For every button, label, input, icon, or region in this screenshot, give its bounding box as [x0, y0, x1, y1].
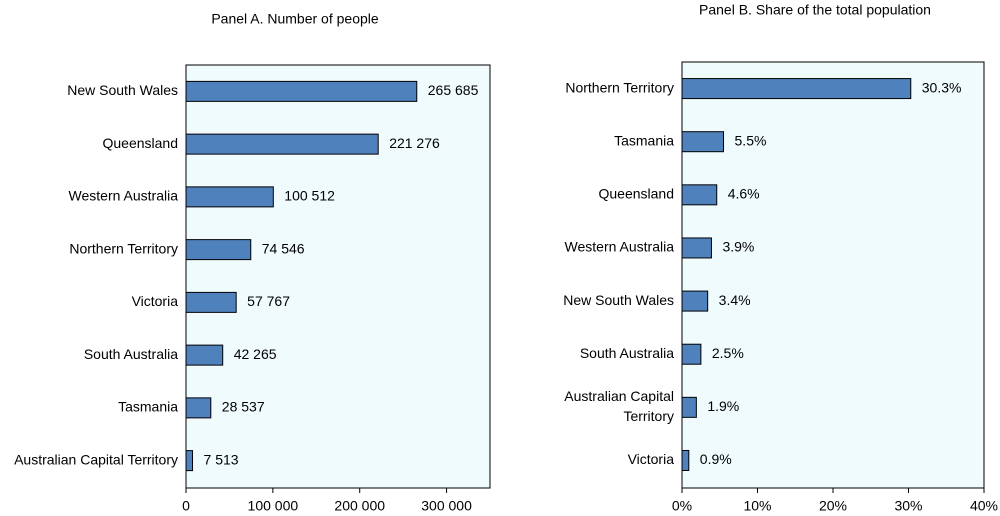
panel-b-bar — [681, 78, 912, 100]
panel-b-value-label: 3.9% — [722, 239, 754, 255]
panel-a-bar — [185, 239, 252, 261]
panel-b-category-label: South Australia — [580, 345, 674, 361]
panel-b-title: Panel B. Share of the total population — [699, 2, 931, 18]
panel-b-bar — [681, 449, 690, 471]
panel-b-value-label: 4.6% — [728, 186, 760, 202]
panel-b-bar — [681, 343, 702, 365]
panel-a-category-label: New South Wales — [67, 82, 178, 98]
panel-a-category-label: South Australia — [84, 346, 178, 362]
panel-b-category-label: Western Australia — [565, 239, 675, 255]
panel-b: Panel B. Share of the total population No… — [563, 2, 998, 514]
panel-b-category-label: Tasmania — [614, 132, 674, 148]
panel-b-value-label: 0.9% — [700, 451, 732, 467]
panel-b-category-label: Northern Territory — [565, 79, 674, 95]
panel-b-category-label: Victoria — [628, 451, 675, 467]
panel-a-plot-area — [185, 64, 491, 489]
panel-a-category-label: Northern Territory — [69, 240, 178, 256]
panel-a-category-label: Australian Capital Territory — [14, 451, 178, 467]
panel-a-x-tick-label: 300 000 — [421, 498, 472, 514]
panel-b-category-label: New South Wales — [563, 292, 674, 308]
panel-a: Panel A. Number of people New South Wales… — [14, 11, 491, 514]
panel-a-value-label: 221 276 — [389, 135, 440, 151]
panel-b-x-tick-label: 10% — [743, 498, 771, 514]
panel-b-x-tick-label: 40% — [970, 498, 998, 514]
panel-a-bar — [185, 450, 194, 472]
panel-a-bar — [185, 344, 224, 366]
panel-a-bar — [185, 186, 274, 208]
panel-a-value-label: 7 513 — [204, 451, 239, 467]
panel-a-value-label: 57 767 — [247, 293, 290, 309]
panel-a-x-tick-label: 0 — [182, 498, 190, 514]
panel-b-bar — [681, 237, 712, 259]
panel-b-x-tick-label: 0% — [672, 498, 692, 514]
panel-b-value-label: 1.9% — [707, 398, 739, 414]
panel-a-bar — [185, 133, 379, 155]
panel-b-bar — [681, 396, 697, 418]
panel-b-value-label: 30.3% — [922, 79, 962, 95]
panel-b-bar — [681, 131, 725, 153]
panel-b-bar — [681, 184, 718, 206]
panel-a-category-label: Tasmania — [118, 399, 178, 415]
panel-a-x-tick-label: 100 000 — [248, 498, 299, 514]
panel-a-value-label: 100 512 — [284, 188, 335, 204]
panel-b-x-tick-label: 30% — [894, 498, 922, 514]
panel-b-value-label: 3.4% — [719, 292, 751, 308]
panel-a-bar — [185, 80, 418, 102]
panel-a-bar — [185, 291, 237, 313]
panel-a-value-label: 74 546 — [262, 240, 305, 256]
panel-a-category-label: Western Australia — [69, 188, 179, 204]
panel-b-plot-area — [681, 61, 985, 489]
panel-a-category-label: Queensland — [102, 135, 178, 151]
panel-a-title: Panel A. Number of people — [211, 11, 379, 27]
panel-a-value-label: 265 685 — [428, 82, 479, 98]
panel-a-value-label: 42 265 — [234, 346, 277, 362]
panel-b-value-label: 2.5% — [712, 345, 744, 361]
panel-a-category-label: Victoria — [132, 293, 179, 309]
panel-a-x-tick-label: 200 000 — [334, 498, 385, 514]
panel-b-x-tick-label: 20% — [819, 498, 847, 514]
panel-a-bar — [185, 397, 212, 419]
panel-b-category-label: Australian Capital Territory — [564, 388, 674, 424]
panel-a-value-label: 28 537 — [222, 399, 265, 415]
panel-b-category-label: Queensland — [598, 186, 674, 202]
panel-b-value-label: 5.5% — [735, 132, 767, 148]
panel-b-bar — [681, 290, 709, 312]
